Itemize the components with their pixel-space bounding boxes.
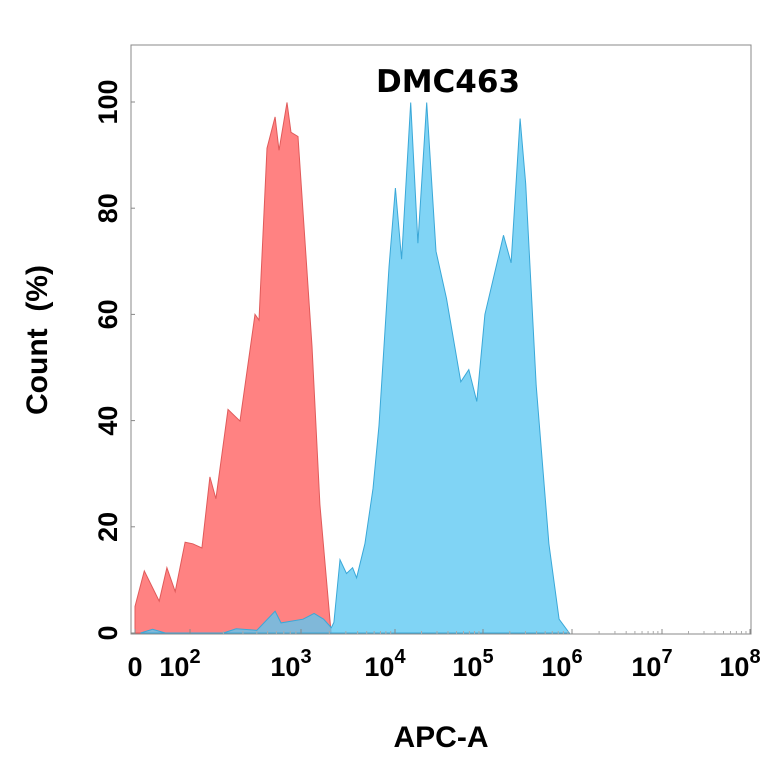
y-tick-label: 80 [93, 193, 123, 223]
control-histogram [134, 102, 332, 634]
x-tick-label: 108 [719, 646, 760, 682]
x-tick-label: 105 [452, 646, 493, 682]
x-tick-label: 0 [127, 652, 142, 682]
x-tick-label: 107 [631, 646, 672, 682]
y-axis-title: Count (%) [21, 265, 54, 415]
x-tick-label: 103 [270, 646, 311, 682]
x-tick-label: 104 [364, 646, 406, 682]
x-axis-title: APC-A [394, 721, 489, 754]
y-tick-label: 40 [93, 406, 123, 436]
plot-frame [130, 44, 752, 635]
y-tick-label: 100 [93, 79, 123, 124]
y-tick-label: 60 [93, 299, 123, 329]
chart-title: DMC463 [376, 64, 520, 100]
series-layer [134, 102, 571, 634]
y-tick-label: 0 [93, 625, 123, 640]
y-tick-label: 20 [93, 512, 123, 542]
x-tick-label: 102 [159, 646, 200, 682]
ticks-layer: 0 20 40 60 80 100 0 102 103 104 105 106 107 108 [93, 79, 761, 682]
sample-histogram [140, 102, 571, 634]
x-tick-label: 106 [541, 646, 582, 682]
